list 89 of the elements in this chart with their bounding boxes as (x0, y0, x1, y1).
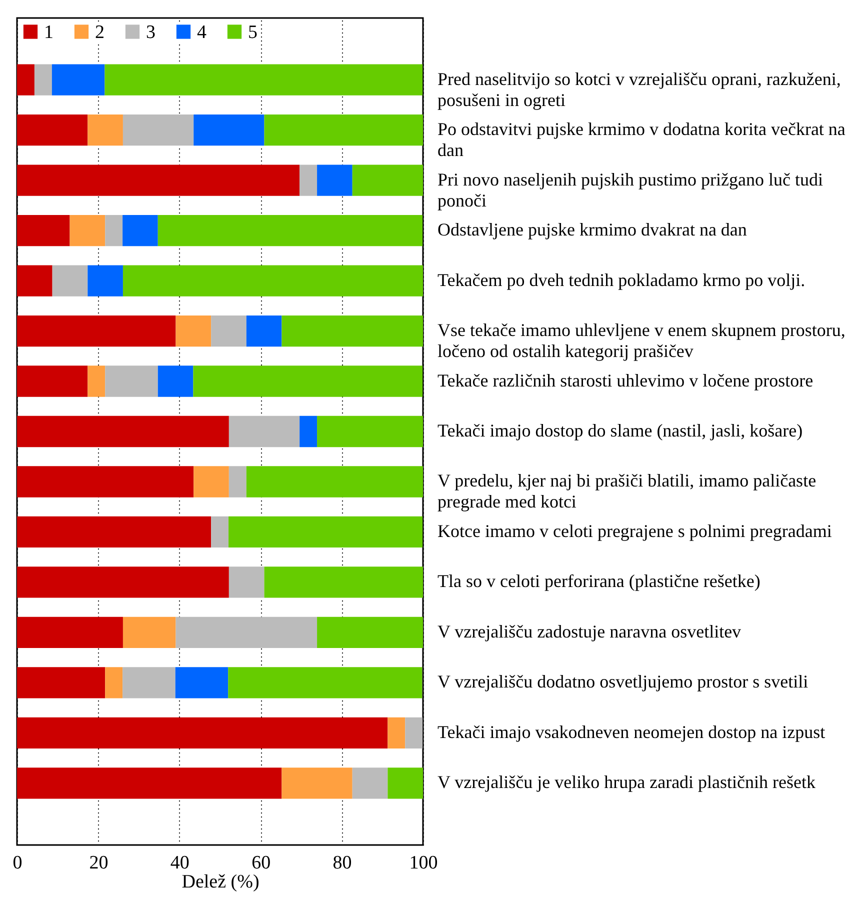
bar (194, 114, 264, 146)
x-tick-label: 100 (409, 852, 438, 874)
bar (300, 164, 318, 196)
bar (158, 214, 423, 246)
bar (88, 114, 123, 146)
bar (352, 768, 388, 799)
bar (282, 315, 423, 347)
y-tick-label: Pri novo naseljenih pujskih pustimo prižgano luč tudi ponoči (438, 169, 823, 210)
bar (17, 466, 194, 498)
bar (17, 315, 176, 347)
x-tick-label: 60 (252, 852, 271, 874)
y-tick-label: V predelu, kjer naj bi prašiči blatili, imamo paličaste pregrade med kotci (438, 470, 816, 512)
bar (388, 717, 406, 749)
y-tick-label: Tekačem po dveh tednih pokladamo krmo po volji. (438, 270, 806, 290)
bar (264, 566, 423, 598)
bar (34, 64, 52, 96)
y-tick-label: Tekači imajo dostop do slame (nastil, jasli, košare) (438, 420, 803, 440)
bar (317, 616, 423, 648)
bar (17, 114, 88, 146)
bar (122, 265, 423, 296)
bar (17, 64, 34, 96)
y-tick-label: Po odstavitvi pujske krmimo v dodatna korita večkrat na dan (438, 119, 846, 160)
x-tick-label: 80 (332, 852, 352, 874)
bar (17, 717, 388, 749)
bar (17, 566, 229, 598)
bar (211, 315, 246, 347)
bar (317, 164, 352, 196)
y-tick-label: V vzrejališču je veliko hrupa zaradi plastičnih rešetk (438, 772, 816, 792)
bar (405, 717, 423, 749)
bar (300, 416, 318, 448)
bar (246, 466, 423, 498)
bar (176, 315, 212, 347)
bar (158, 366, 194, 397)
x-tick-label: 20 (89, 852, 108, 874)
legend-label: 3 (146, 22, 156, 43)
bar (228, 516, 423, 548)
y-tick-label: V vzrejališču dodatno osvetljujemo prostor s svetili (438, 672, 808, 692)
bar (194, 466, 229, 498)
bar (246, 315, 282, 347)
legend-label: 5 (248, 22, 258, 43)
bar (388, 768, 423, 799)
y-tick-label: Tla so v celoti perforirana (plastične rešetke) (438, 571, 760, 592)
bar (228, 416, 300, 448)
bar (211, 516, 229, 548)
bar (88, 366, 106, 397)
bar (175, 667, 228, 698)
bar (70, 214, 106, 246)
legend-label: 1 (44, 22, 54, 43)
bar (17, 616, 123, 648)
y-tick-label: Odstavljene pujske krmimo dvakrat na dan (438, 220, 747, 240)
bar (122, 667, 176, 698)
bar (228, 566, 264, 598)
y-tick-label: Tekače različnih starosti uhlevimo v ločene prostore (438, 370, 814, 390)
bar (17, 366, 88, 397)
bar (17, 516, 212, 548)
bar (228, 466, 246, 498)
x-tick-label: 0 (12, 852, 22, 874)
bar (52, 64, 105, 96)
bar (352, 164, 423, 196)
bar (317, 416, 423, 448)
bar (105, 214, 123, 246)
bar (105, 667, 123, 698)
bar (264, 114, 423, 146)
y-tick-label: Pred naselitvijo so kotci v vzrejališču oprani, razkuženi, posušeni in ogreti (438, 68, 841, 110)
y-tick-label: Kotce imamo v celoti pregrajene s polnimi pregradami (438, 520, 832, 541)
bar (176, 616, 318, 648)
bar (52, 265, 88, 296)
bar (282, 768, 352, 799)
bar (17, 416, 229, 448)
y-tick-label: V vzrejališču zadostuje naravna osvetlitev (438, 621, 742, 642)
bar (17, 164, 300, 196)
bar (228, 667, 422, 698)
bar (122, 616, 176, 648)
bar (105, 366, 158, 397)
y-tick-label: Tekači imajo vsakodneven neomejen dostop na izpust (438, 722, 826, 742)
y-tick-label: Vse tekače imamo uhlevljene v enem skupnem prostoru, ločeno od ostalih kategorij prašičev (438, 320, 846, 362)
legend-label: 2 (95, 22, 104, 43)
bar (193, 366, 423, 397)
bar (17, 768, 282, 799)
legend-label: 4 (197, 22, 207, 43)
bar (122, 114, 194, 146)
x-tick-label: 40 (170, 852, 190, 874)
bar (104, 64, 423, 96)
bar (88, 265, 123, 296)
x-axis-title: Delež (%) (182, 872, 260, 892)
bar (17, 265, 52, 296)
bar (17, 667, 106, 698)
bar (122, 214, 158, 246)
bar (17, 214, 70, 246)
